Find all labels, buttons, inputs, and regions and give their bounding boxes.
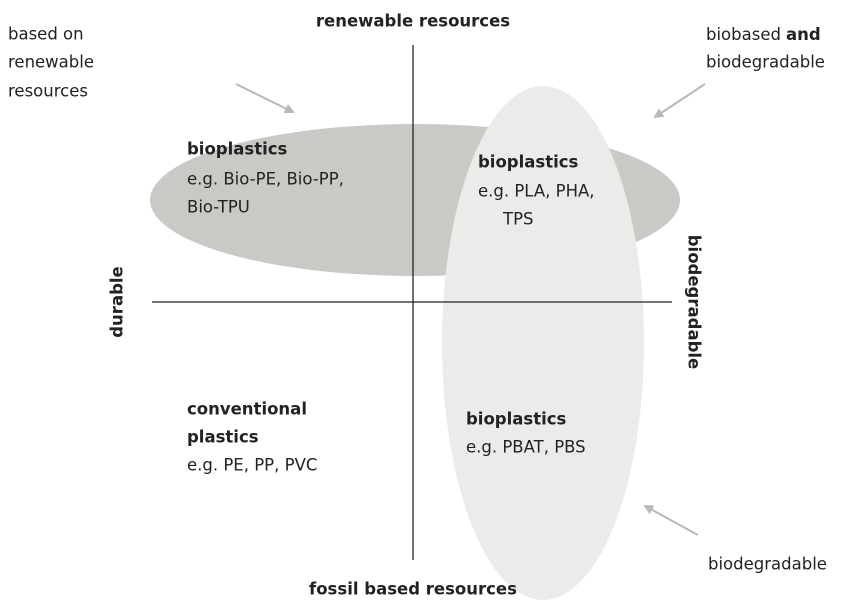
- quadrant-text: Bio-TPU: [187, 198, 250, 217]
- annotation-text: biobased: [706, 25, 781, 44]
- arrow: [653, 83, 706, 119]
- arrow: [643, 505, 699, 536]
- quadrant-title: bioplastics: [187, 140, 288, 159]
- annotation-bold: and: [786, 25, 821, 44]
- annotation: biodegradable: [706, 53, 825, 72]
- quadrant-title: conventional: [187, 400, 307, 419]
- axis-label: renewable resources: [316, 12, 510, 31]
- axis-label: durable: [108, 266, 127, 338]
- quadrant-title: plastics: [187, 428, 259, 447]
- biodegradable-ellipse: [442, 86, 644, 600]
- quadrant-text: e.g. PBAT, PBS: [466, 438, 586, 457]
- annotation: biodegradable: [708, 555, 827, 574]
- annotation: biobased and: [706, 25, 821, 44]
- axis-label: fossil based resources: [309, 580, 517, 599]
- quadrant-text: TPS: [502, 210, 534, 229]
- arrow: [235, 83, 295, 113]
- quadrant-text: e.g. PLA, PHA,: [478, 182, 595, 201]
- annotation: based on: [8, 25, 84, 44]
- quadrant-title: bioplastics: [478, 153, 579, 172]
- axis-label: biodegradable: [685, 235, 704, 370]
- annotation: renewable: [8, 53, 94, 72]
- quadrant-title: bioplastics: [466, 410, 567, 429]
- quadrant-text: e.g. Bio-PE, Bio-PP,: [187, 170, 344, 189]
- annotation: resources: [8, 82, 88, 101]
- quadrant-text: e.g. PE, PP, PVC: [187, 456, 317, 475]
